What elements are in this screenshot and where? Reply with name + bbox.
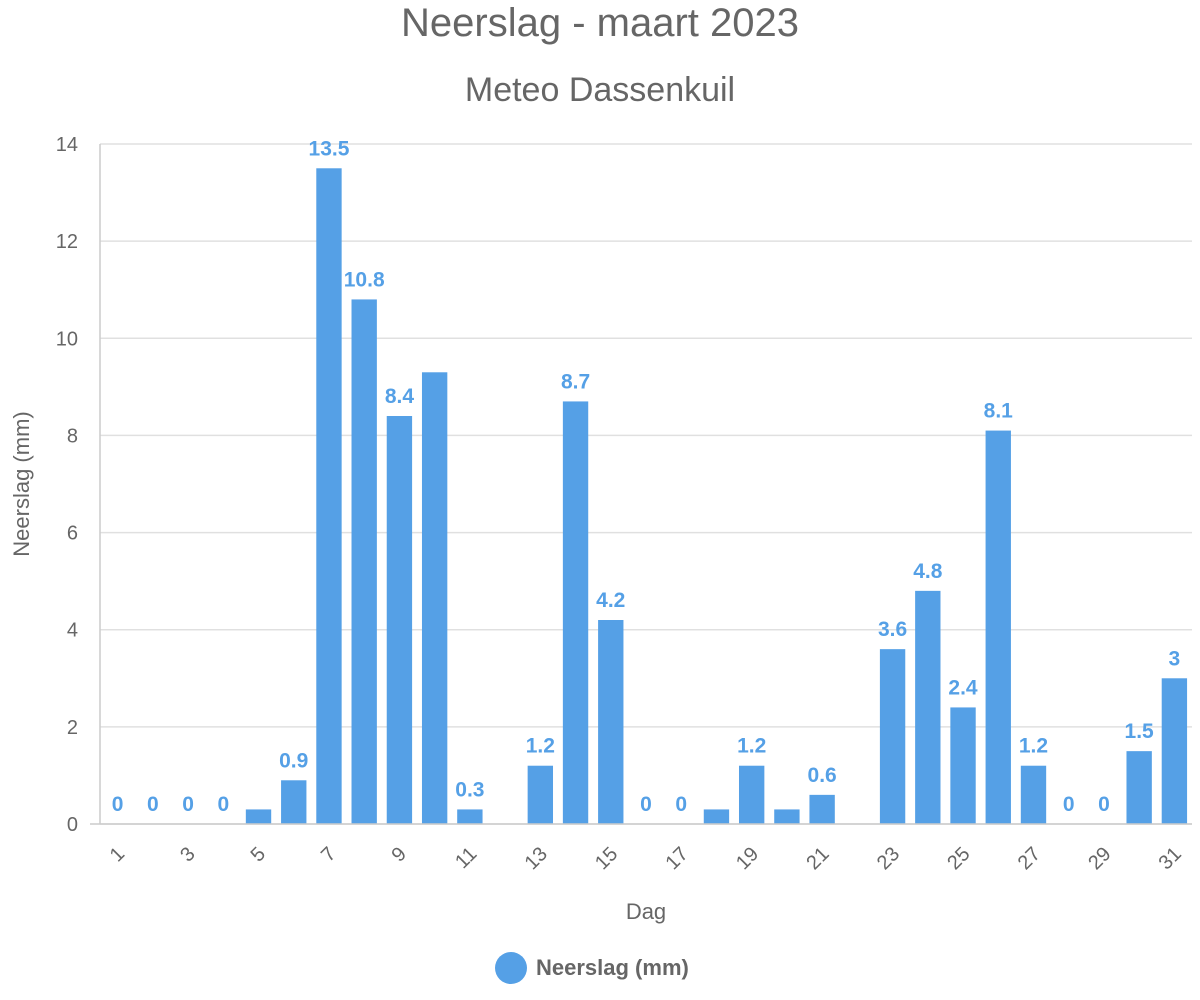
y-tick-label: 2 [67, 717, 78, 739]
data-labels: 0 0 0 00.913.510.88.40.31.28.74.20 01.20.63.… [112, 137, 1180, 816]
data-label-day-26: 8.1 [984, 400, 1014, 423]
data-label-day-23: 3.6 [878, 618, 907, 641]
x-tick-label: 7 [317, 843, 340, 866]
bar-day-15[interactable] [598, 620, 624, 824]
chart-subtitle: Meteo Dassenkuil [465, 71, 735, 109]
data-label-day-24: 4.8 [913, 560, 943, 583]
x-tick-label: 21 [802, 843, 833, 874]
y-tick-label: 8 [67, 425, 78, 447]
data-label-day-13: 1.2 [526, 735, 555, 758]
bar-day-21[interactable] [809, 794, 835, 824]
data-label-day-19: 1.2 [737, 735, 766, 758]
bar-day-8[interactable] [351, 299, 377, 824]
bar-day-23[interactable] [879, 649, 906, 824]
x-tick-label: 5 [247, 843, 270, 866]
bar-day-31[interactable] [1161, 678, 1188, 824]
grid-lines [100, 143, 1192, 825]
data-label-day-6: 0.9 [279, 749, 308, 772]
y-tick-label: 12 [56, 231, 78, 253]
x-axis-title: Dag [626, 899, 666, 924]
y-tick-label: 4 [67, 620, 78, 642]
bar-day-5[interactable] [245, 809, 272, 824]
x-tick-label: 17 [661, 843, 692, 874]
data-label-day-30: 1.5 [1125, 720, 1155, 743]
x-tick-label: 25 [943, 843, 974, 874]
x-axis: 1 3 5 7 9 11 13 15 17 19 21 23 25 27 29 31 [90, 144, 1192, 874]
data-label-day-3: 0 [182, 793, 194, 816]
data-label-day-11: 0.3 [455, 778, 484, 801]
y-tick-label: 14 [56, 134, 78, 156]
bar-day-20[interactable] [774, 809, 800, 824]
bar-day-27[interactable] [1020, 765, 1047, 824]
bar-day-30[interactable] [1126, 751, 1152, 824]
bar-day-13[interactable] [527, 765, 554, 824]
legend-label: Neerslag (mm) [536, 955, 689, 980]
data-label-day-4: 0 [217, 793, 229, 816]
x-tick-label: 23 [873, 843, 904, 874]
legend[interactable]: Neerslag (mm) [495, 952, 689, 984]
data-label-day-21: 0.6 [808, 764, 837, 787]
data-label-day-16: 0 [640, 793, 652, 816]
data-label-day-28: 0 [1063, 793, 1075, 816]
x-tick-label: 31 [1155, 843, 1186, 874]
x-tick-label: 3 [176, 843, 199, 866]
data-label-day-17: 0 [675, 793, 687, 816]
y-axis-title: Neerslag (mm) [9, 411, 34, 556]
data-label-day-7: 13.5 [309, 137, 350, 160]
bar-series [245, 168, 1188, 825]
data-label-day-1: 0 [112, 793, 124, 816]
x-tick-label: 13 [521, 843, 552, 874]
bar-day-11[interactable] [457, 809, 483, 824]
y-tick-label: 6 [67, 523, 78, 545]
legend-marker [495, 952, 527, 984]
bar-day-9[interactable] [386, 416, 413, 824]
data-label-day-2: 0 [147, 793, 159, 816]
bar-day-7[interactable] [316, 168, 342, 825]
data-label-day-8: 10.8 [344, 268, 385, 291]
x-tick-label: 9 [388, 843, 411, 866]
data-label-day-14: 8.7 [561, 370, 590, 393]
y-axis-ticks: 0 2 4 6 8 10 12 14 [56, 134, 78, 836]
data-label-day-29: 0 [1098, 793, 1110, 816]
x-tick-label: 27 [1014, 843, 1045, 874]
bar-day-6[interactable] [281, 780, 307, 824]
bar-day-26[interactable] [985, 430, 1011, 824]
bar-day-25[interactable] [950, 707, 976, 824]
chart-title: Neerslag - maart 2023 [401, 1, 799, 45]
x-tick-label: 1 [106, 843, 129, 866]
x-tick-label: 19 [732, 843, 763, 874]
data-label-day-31: 3 [1169, 647, 1181, 670]
data-label-day-27: 1.2 [1019, 735, 1048, 758]
bar-day-18[interactable] [703, 809, 730, 824]
data-label-day-9: 8.4 [385, 385, 415, 408]
data-label-day-15: 4.2 [596, 589, 625, 612]
y-tick-label: 10 [56, 328, 78, 350]
bar-day-24[interactable] [915, 590, 941, 824]
bar-day-19[interactable] [738, 765, 765, 824]
x-tick-label: 11 [451, 843, 481, 873]
x-tick-label: 29 [1084, 843, 1115, 874]
bar-day-14[interactable] [562, 401, 589, 824]
x-tick-label: 15 [591, 843, 622, 874]
y-tick-label: 0 [67, 814, 78, 836]
bar-day-10[interactable] [421, 372, 448, 824]
data-label-day-25: 2.4 [948, 676, 978, 699]
